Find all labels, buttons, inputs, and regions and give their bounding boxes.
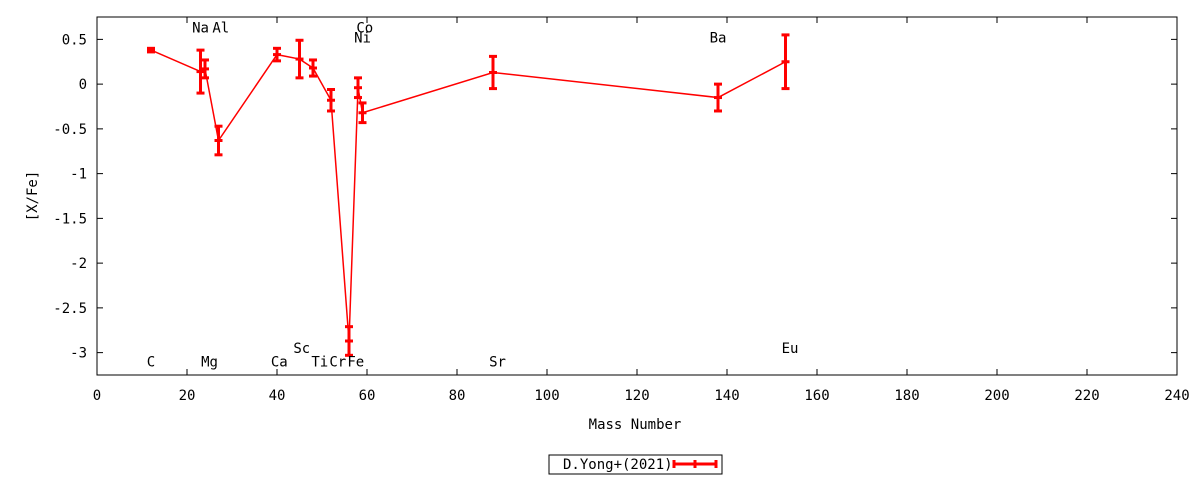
errorbars (147, 33, 790, 357)
element-label: Cr (329, 355, 346, 371)
x-tick-label: 20 (179, 388, 196, 404)
element-label: Fe (347, 355, 364, 371)
y-tick-label: -0.5 (53, 122, 87, 138)
legend-box (548, 454, 723, 475)
element-label: C (147, 355, 155, 371)
data-point (295, 38, 304, 80)
y-tick-label: -3 (70, 346, 87, 362)
data-point (489, 54, 497, 91)
x-tick-label: 180 (894, 388, 919, 404)
x-tick-label: 240 (1164, 388, 1189, 404)
y-tick-label: -2 (70, 256, 87, 272)
y-tick-label: -1 (70, 167, 87, 183)
data-point (273, 46, 281, 63)
data-point (196, 48, 205, 95)
series-line-group (150, 49, 786, 342)
data-point (354, 76, 362, 100)
x-tick-label: 140 (714, 388, 739, 404)
x-tick-label: 80 (449, 388, 466, 404)
element-label: Sr (489, 355, 506, 371)
x-tick-label: 0 (93, 388, 101, 404)
y-axis-label: [X/Fe] (25, 171, 41, 222)
legend-line-sample (672, 460, 718, 468)
x-tick-label: 160 (804, 388, 829, 404)
legend-entry-label: D.Yong+(2021) (563, 457, 673, 473)
data-point (214, 124, 223, 157)
element-label: Co (356, 21, 373, 37)
plot-frame (96, 16, 1178, 376)
data-point (358, 101, 367, 125)
axis-ticks (96, 17, 1178, 375)
series-line (150, 49, 786, 342)
element-label: Ca (271, 355, 288, 371)
y-tick-label: 0 (79, 77, 87, 93)
element-label: Sc (293, 341, 310, 357)
element-label: Eu (782, 341, 799, 357)
data-point (147, 46, 155, 54)
data-point (714, 82, 722, 113)
x-tick-label: 200 (984, 388, 1009, 404)
x-tick-label: 100 (534, 388, 559, 404)
data-point (345, 325, 353, 357)
x-tick-label: 120 (624, 388, 649, 404)
element-label: Na (192, 21, 209, 37)
data-point (201, 58, 209, 80)
element-label: Ba (710, 31, 727, 47)
x-tick-label: 220 (1074, 388, 1099, 404)
data-point (327, 87, 335, 113)
data-point (309, 58, 317, 78)
x-axis-label: Mass Number (589, 417, 682, 433)
tick-labels: 0 20 40 60 80 100 120 140 160 180 200 220 240 0.5 0 -0.… (53, 32, 1189, 404)
legend: D.Yong+(2021) (548, 454, 723, 475)
x-tick-label: 40 (269, 388, 286, 404)
element-label: Ni (354, 31, 371, 47)
element-label: Mg (201, 355, 218, 371)
y-tick-label: -1.5 (53, 211, 87, 227)
element-label: Al (212, 21, 229, 37)
y-tick-label: 0.5 (62, 32, 87, 48)
element-label: Ti (311, 355, 328, 371)
data-point (781, 33, 790, 91)
y-tick-label: -2.5 (53, 301, 87, 317)
x-tick-label: 60 (359, 388, 376, 404)
